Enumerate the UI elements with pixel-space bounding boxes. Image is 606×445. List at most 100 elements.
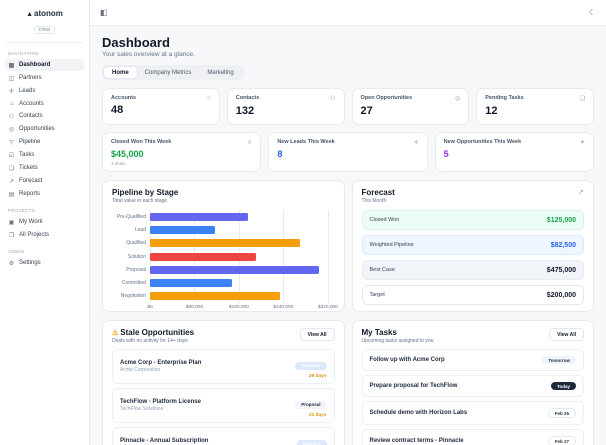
sidebar-item-partners[interactable]: ◫ Partners (5, 72, 84, 84)
sidebar-item-reports[interactable]: ▤ Reports (5, 188, 84, 200)
task-row-prepare-proposal-for-techflow[interactable]: Prepare proposal for TechFlow Today (361, 375, 584, 397)
gridline (283, 210, 285, 303)
clipboard-icon: ❏ (579, 96, 585, 102)
pipeline-by-stage-card: Pipeline by Stage Total value in each st… (102, 180, 345, 312)
forecast-row-label: Target (369, 292, 385, 298)
kpi-value: 27 (360, 105, 373, 117)
contacts-icon: ⚇ (8, 113, 15, 120)
chart-bar (150, 279, 232, 288)
chart-category-label: Pre-Qualified (116, 213, 146, 220)
theme-toggle-icon[interactable]: ☾ (588, 8, 596, 17)
sidebar-toggle-icon[interactable]: ◧ (100, 8, 108, 17)
tab-company-metrics[interactable]: Company Metrics (144, 69, 192, 76)
chart-bar-row-negotiation: Negotiation (121, 292, 331, 301)
stale-opportunity-row-pinnacle-industries[interactable]: Pinnacle - Annual Subscription Pinnacle … (112, 427, 335, 445)
chart-bar-row-pre-qualified: Pre-Qualified (117, 212, 331, 221)
dashboard-icon: ▦ (8, 62, 15, 69)
sidebar-item-dashboard[interactable]: ▦ Dashboard (5, 59, 84, 71)
trophy-icon: ♕ (246, 140, 253, 146)
opportunity-title: Acme Corp - Enterprise Plan (120, 359, 202, 366)
task-row-schedule-demo-with-horizon-labs[interactable]: Schedule demo with Horizon Labs Feb 25 (361, 401, 584, 425)
stat-label: Closed Won This Week (111, 139, 172, 145)
chart-bar-row-proposal: Proposal (126, 265, 331, 274)
stat-value: $45,000 (111, 149, 144, 159)
settings-icon: ⚙ (8, 260, 15, 267)
forecast-row-value: $475,000 (546, 266, 576, 274)
chart-bar (150, 292, 281, 301)
sidebar-section-navigation: Navigation (8, 51, 40, 56)
task-row-follow-up-with-acme-corp[interactable]: Follow up with Acme Corp Tomorrow (361, 349, 584, 371)
tickets-icon: ❏ (8, 165, 15, 172)
forecast-row-value: $125,000 (546, 216, 576, 224)
chart-bar (150, 212, 248, 221)
task-title: Schedule demo with Horizon Labs (369, 410, 468, 416)
chart-bar (150, 225, 216, 234)
sidebar-item-settings[interactable]: ⚙ Settings (5, 257, 84, 269)
tab-bar: Home Company Metrics Marketing (102, 65, 244, 80)
pipeline-chart-title: Pipeline by Stage (112, 188, 179, 197)
reports-icon: ▤ (8, 191, 15, 198)
forecast-row-weighted-pipeline: Weighted Pipeline $82,500 (361, 235, 584, 255)
sidebar-item-forecast[interactable]: ↗ Forecast (5, 175, 84, 187)
chart-bar (150, 265, 319, 274)
stat-sub: 3 deals (111, 161, 126, 166)
tab-marketing[interactable]: Marketing (207, 69, 234, 76)
kpi-card-contacts: Contacts ⚇ 132 (226, 88, 345, 125)
sidebar-item-opportunities[interactable]: ◎ Opportunities (5, 123, 84, 135)
forecast-row-label: Weighted Pipeline (369, 242, 414, 248)
x-tick-label: $80,000 (185, 305, 204, 310)
chart-bar-row-solution: Solution (128, 252, 331, 261)
chart-bar (150, 239, 300, 248)
sidebar-item-contacts[interactable]: ⚇ Contacts (5, 110, 84, 122)
task-title: Prepare proposal for TechFlow (369, 383, 458, 389)
sidebar-item-my-work[interactable]: ▣ My Work (5, 216, 84, 228)
building-icon: ⌂ (207, 95, 211, 101)
kpi-card-open-opportunities: Open Opportunities ◎ 27 (351, 88, 470, 125)
forecast-title: Forecast (361, 188, 395, 197)
logo: ▲atonom CRM (5, 6, 84, 43)
sidebar: ▲atonom CRM Navigation ▦ Dashboard ◫ Par… (0, 0, 90, 445)
task-row-review-contract-terms-pinnacle[interactable]: Review contract terms - Pinnacle Feb 27 (361, 429, 584, 445)
opportunity-company: TechFlow Solutions (120, 406, 164, 413)
chart-category-label: Qualified (126, 240, 146, 247)
sidebar-item-label: Forecast (19, 178, 43, 184)
kpi-label: Contacts (235, 95, 260, 101)
sidebar-section-admin: Admin (8, 249, 25, 254)
stale-opportunity-row-techflow-solutions[interactable]: TechFlow - Platform License TechFlow Sol… (112, 388, 335, 423)
opportunity-company: Acme Corporation (120, 367, 161, 374)
pipeline-chart-subtitle: Total value in each stage (112, 198, 168, 204)
sidebar-item-label: Pipeline (19, 139, 41, 145)
sidebar-item-pipeline[interactable]: ▽ Pipeline (5, 136, 84, 148)
sidebar-item-accounts[interactable]: ⌂ Accounts (5, 98, 84, 109)
sidebar-item-label: Partners (19, 75, 42, 81)
page-title: Dashboard (102, 35, 170, 50)
logo-subtitle: CRM (33, 25, 56, 34)
opportunity-title: Pinnacle - Annual Subscription (120, 437, 209, 444)
partners-icon: ◫ (8, 75, 15, 82)
stale-opportunities-list: Acme Corp - Enterprise Plan Acme Corpora… (112, 349, 335, 445)
sidebar-item-leads[interactable]: ✛ Leads (5, 85, 84, 97)
sidebar-item-label: Reports (19, 191, 41, 197)
tasks-view-all-button[interactable]: View All (549, 328, 584, 341)
stale-view-all-button[interactable]: View All (299, 328, 335, 341)
forecast-row-label: Closed Won (369, 217, 400, 223)
charts-row: Pipeline by Stage Total value in each st… (102, 180, 594, 312)
leads-icon: ✛ (8, 88, 15, 95)
stage-badge: Solution (296, 439, 327, 445)
sidebar-section-projects: Projects (8, 208, 36, 213)
stat-label: New Opportunities This Week (443, 139, 522, 145)
sidebar-item-tickets[interactable]: ❏ Tickets (5, 162, 84, 174)
stale-opportunity-row-acme-corporation[interactable]: Acme Corp - Enterprise Plan Acme Corpora… (112, 349, 335, 384)
forecast-row-target: Target $200,000 (361, 285, 584, 305)
kpi-card-accounts: Accounts ⌂ 48 (102, 88, 220, 125)
target-icon: ◎ (455, 96, 461, 102)
due-badge: Tomorrow (542, 356, 576, 364)
tab-home[interactable]: Home (104, 67, 137, 78)
x-tick-label: $160,000 (228, 305, 249, 310)
user-plus-icon: ✛ (413, 140, 419, 146)
forecast-row-label: Best Case (369, 267, 395, 273)
pipeline-chart-xaxis: $0 $80,000 $160,000 $240,000 $320,000 (147, 305, 338, 313)
sidebar-item-all-projects[interactable]: ❐ All Projects (5, 229, 84, 241)
kpi-value: 132 (235, 105, 255, 117)
sidebar-item-tasks[interactable]: ☑ Tasks (5, 149, 84, 161)
